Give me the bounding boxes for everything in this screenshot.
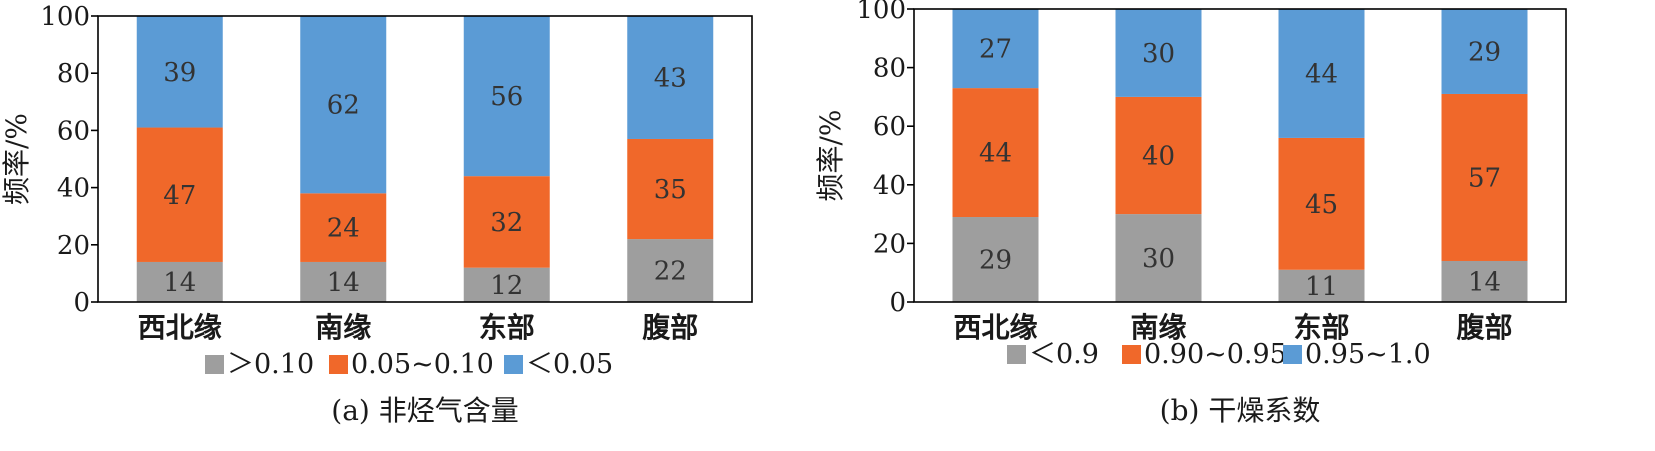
y-tick-label: 20 bbox=[57, 231, 90, 261]
plot-frame bbox=[913, 8, 1567, 303]
bar-segment bbox=[952, 217, 1039, 302]
y-tick-label: 60 bbox=[873, 112, 906, 142]
data-label: 29 bbox=[1468, 37, 1501, 67]
chart-caption: (a) 非烃气含量 bbox=[331, 394, 518, 427]
bar-segment bbox=[1278, 9, 1365, 138]
bar-segment bbox=[300, 16, 387, 194]
y-tick-label: 100 bbox=[856, 0, 906, 25]
x-tick-label: 东部 bbox=[1293, 311, 1349, 344]
bar-segment bbox=[1441, 93, 1528, 261]
y-tick-label: 20 bbox=[873, 229, 906, 259]
y-tick-label: 100 bbox=[40, 2, 90, 32]
legend-swatch bbox=[329, 355, 348, 374]
bar-segment bbox=[300, 261, 387, 302]
bar-segment bbox=[136, 16, 223, 128]
x-tick-label: 南缘 bbox=[1130, 311, 1186, 344]
data-label: 44 bbox=[1305, 59, 1338, 89]
legend-label: ＜0.9 bbox=[1029, 339, 1099, 370]
data-label: 24 bbox=[327, 214, 360, 244]
bar-segment bbox=[1115, 214, 1202, 302]
x-tick-label: 东部 bbox=[479, 311, 535, 344]
data-label: 40 bbox=[1142, 142, 1175, 172]
data-label: 39 bbox=[163, 58, 196, 88]
data-label: 11 bbox=[1305, 272, 1338, 302]
data-label: 29 bbox=[979, 246, 1012, 276]
data-label: 30 bbox=[1142, 39, 1175, 69]
legend-swatch bbox=[1122, 345, 1141, 364]
y-axis-label: 频率/% bbox=[814, 109, 847, 201]
chart-b-drying-coefficient: 29 44 27 西北缘 30 40 30 南缘 11 45 44 东部 14 57 29 腹部 0 20 40 60… bbox=[814, 0, 1567, 427]
y-tick-label: 0 bbox=[73, 288, 90, 318]
data-label: 14 bbox=[1468, 267, 1501, 297]
data-label: 56 bbox=[490, 82, 523, 112]
y-tick-label: 0 bbox=[889, 288, 906, 318]
legend-label: 0.05~0.10 bbox=[351, 349, 494, 380]
data-label: 14 bbox=[327, 268, 360, 298]
x-tick-label: 腹部 bbox=[1456, 311, 1512, 344]
data-label: 27 bbox=[979, 35, 1012, 65]
bar-segment bbox=[627, 16, 714, 139]
legend-swatch bbox=[1283, 345, 1302, 364]
data-label: 35 bbox=[654, 175, 687, 205]
data-label: 22 bbox=[654, 257, 687, 287]
x-tick-label: 腹部 bbox=[642, 311, 698, 344]
bar-segment bbox=[300, 193, 387, 262]
data-label: 14 bbox=[163, 268, 196, 298]
bar-segment bbox=[1115, 96, 1202, 215]
x-tick-label: 西北缘 bbox=[953, 311, 1037, 344]
y-tick-label: 80 bbox=[57, 59, 90, 89]
y-tick-label: 40 bbox=[57, 174, 90, 204]
y-axis-label: 频率/% bbox=[0, 113, 33, 205]
bar-segment bbox=[463, 176, 550, 268]
bar-segment bbox=[463, 16, 550, 177]
bar-segment bbox=[627, 239, 714, 302]
bar-segment bbox=[463, 267, 550, 302]
legend-swatch bbox=[205, 355, 224, 374]
data-label: 12 bbox=[490, 271, 523, 301]
data-label: 47 bbox=[163, 181, 196, 211]
data-label: 57 bbox=[1468, 163, 1501, 193]
bar-segment bbox=[1278, 137, 1365, 270]
chart-caption: (b) 干燥系数 bbox=[1160, 394, 1321, 427]
legend-label: 0.90~0.95 bbox=[1144, 339, 1287, 370]
legend-label: ＜0.05 bbox=[526, 349, 613, 380]
chart-a-non-hydrocarbon-gas-content: 14 47 39 西北缘 14 24 62 南缘 12 32 56 东部 22 35 43 腹部 0 20 40 60… bbox=[0, 2, 753, 427]
legend-label: ＞0.10 bbox=[227, 349, 314, 380]
data-label: 43 bbox=[654, 63, 687, 93]
bar-segment bbox=[136, 261, 223, 302]
data-label: 32 bbox=[490, 208, 523, 238]
bar-segment bbox=[952, 9, 1039, 89]
plot-frame bbox=[97, 15, 753, 303]
bar-segment bbox=[952, 88, 1039, 218]
y-tick-label: 80 bbox=[873, 54, 906, 84]
bar-segment bbox=[1441, 260, 1528, 302]
bar-segment bbox=[1115, 9, 1202, 97]
bar-segment bbox=[1441, 9, 1528, 94]
data-label: 62 bbox=[327, 91, 360, 121]
legend-swatch bbox=[504, 355, 523, 374]
legend-swatch bbox=[1007, 345, 1026, 364]
y-tick-label: 40 bbox=[873, 171, 906, 201]
x-tick-label: 西北缘 bbox=[138, 311, 222, 344]
data-label: 30 bbox=[1142, 244, 1175, 274]
bar-segment bbox=[627, 138, 714, 240]
data-label: 45 bbox=[1305, 190, 1338, 220]
data-label: 44 bbox=[979, 139, 1012, 169]
bar-segment bbox=[136, 127, 223, 262]
x-tick-label: 南缘 bbox=[315, 311, 371, 344]
legend-label: 0.95~1.0 bbox=[1305, 339, 1431, 370]
bar-segment bbox=[1278, 269, 1365, 302]
y-tick-label: 60 bbox=[57, 116, 90, 146]
